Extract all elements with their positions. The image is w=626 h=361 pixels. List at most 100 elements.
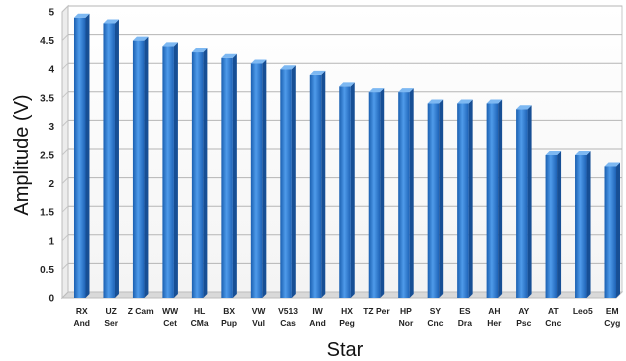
x-tick-label: IW And [309, 306, 326, 328]
bar [457, 99, 473, 299]
y-tick-label: 2 [48, 179, 54, 190]
x-tick-label: HP Nor [399, 306, 414, 328]
gridline-side [61, 5, 69, 13]
x-tick-label: AY Psc [516, 306, 531, 328]
bar-top [545, 151, 562, 155]
bar [280, 65, 296, 298]
bar [516, 105, 532, 299]
bar-side [468, 99, 473, 299]
bar [73, 13, 90, 298]
bar-side [232, 53, 237, 299]
bar-side [291, 65, 296, 298]
y-tick-label: 3.5 [40, 93, 54, 104]
x-tick-label: VW Vul [252, 306, 267, 328]
x-axis-tick-labels: RX And UZ Ser Z Cam WW Cet HL CMa BX Pup VW Vul V513 C… [73, 306, 620, 328]
x-tick-label: SY Cnc [427, 306, 443, 328]
gridline-side [61, 205, 69, 213]
bar-side [85, 13, 90, 298]
bar-side [409, 88, 414, 298]
bar [250, 59, 267, 299]
bar [162, 42, 178, 298]
y-tick-label: 1 [48, 236, 54, 247]
bar-side [439, 99, 444, 299]
gridline-side [61, 62, 69, 70]
bar [309, 70, 326, 298]
y-tick-label: 0 [48, 294, 54, 305]
bar-front [191, 52, 204, 298]
bar-top [398, 88, 414, 93]
bar [191, 48, 208, 298]
x-tick-label: TZ Per [363, 306, 390, 316]
bar-front [427, 103, 440, 299]
x-axis-title: Star [327, 339, 364, 361]
y-tick-label: 2.5 [40, 151, 54, 162]
bar-front [73, 17, 86, 298]
bar-front [162, 46, 174, 298]
bar [575, 151, 591, 298]
bar [103, 19, 119, 298]
bar-front [486, 103, 499, 299]
bar-top [516, 105, 532, 110]
bar-top [191, 48, 208, 53]
bar-top [427, 99, 444, 104]
bar-side [262, 59, 267, 299]
bar-top [457, 99, 473, 104]
bar-top [575, 151, 591, 155]
bar [545, 151, 562, 298]
bar-front [398, 92, 410, 298]
bar-side [144, 36, 149, 298]
y-axis-ticks: 0 0.5 1 1.5 2 2.5 3 3.5 4 4.5 5 [40, 8, 54, 305]
x-tick-label: AT Cnc [545, 306, 561, 328]
bar [398, 88, 414, 298]
bar-front [368, 92, 381, 298]
bar-side [321, 70, 326, 298]
bar-front [516, 109, 528, 299]
bar-top [73, 13, 90, 18]
x-tick-label: Leo5 [573, 306, 593, 316]
y-tick-label: 4.5 [40, 36, 54, 47]
gridline-side [61, 148, 69, 156]
bar [368, 88, 385, 298]
bar-side [173, 42, 178, 298]
y-axis-title: Amplitude (V) [11, 94, 33, 215]
x-tick-label: BX Pup [221, 306, 237, 328]
y-tick-label: 0.5 [40, 265, 54, 276]
bar-top [250, 59, 267, 64]
bar [604, 162, 621, 298]
gridline-side [61, 120, 69, 127]
y-tick-label: 4 [48, 65, 54, 76]
gridline-side [61, 234, 69, 242]
bar-side [203, 48, 208, 298]
x-tick-label: V513 Cas [278, 306, 298, 328]
bar [486, 99, 503, 299]
bar-top [162, 42, 178, 47]
bar-front [339, 86, 351, 298]
bar-front [575, 155, 587, 298]
bar-front [132, 40, 145, 298]
x-tick-label: Z Cam [128, 306, 154, 316]
bar [427, 99, 444, 299]
bar-side [350, 82, 355, 298]
x-tick-label: RX And [73, 306, 90, 328]
bar-front [545, 155, 558, 298]
bar-top [132, 36, 149, 41]
bar-top [309, 70, 326, 75]
x-tick-label: HL CMa [191, 306, 209, 328]
bar-top [221, 53, 237, 58]
x-tick-label: EM Cyg [604, 306, 620, 328]
bar-top [339, 82, 355, 87]
bar-front [604, 166, 617, 298]
bar-side [498, 99, 503, 299]
bars [73, 13, 621, 299]
gridline-side [61, 177, 69, 184]
bar-top [280, 65, 296, 70]
bar-front [221, 57, 233, 299]
bar [132, 36, 149, 298]
gridline-side [61, 34, 69, 41]
y-tick-label: 3 [48, 122, 54, 133]
bar [221, 53, 237, 299]
y-tick-label: 5 [48, 8, 54, 19]
x-tick-label: HX Peg [339, 306, 355, 328]
bar-side [616, 162, 621, 298]
